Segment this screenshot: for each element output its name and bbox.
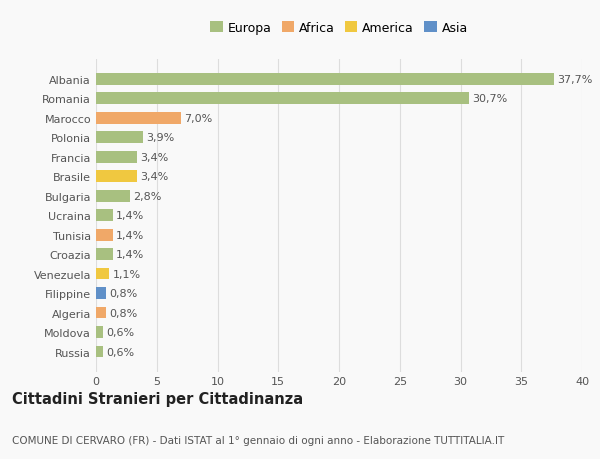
Bar — [96, 113, 181, 124]
Text: 37,7%: 37,7% — [557, 75, 592, 84]
Bar — [96, 210, 113, 222]
Text: Cittadini Stranieri per Cittadinanza: Cittadini Stranieri per Cittadinanza — [12, 391, 303, 406]
Text: 2,8%: 2,8% — [133, 191, 161, 202]
Text: 1,4%: 1,4% — [116, 230, 144, 240]
Text: 0,6%: 0,6% — [106, 327, 134, 337]
Text: 1,1%: 1,1% — [112, 269, 140, 279]
Text: 30,7%: 30,7% — [472, 94, 507, 104]
Text: 3,9%: 3,9% — [146, 133, 175, 143]
Text: 0,6%: 0,6% — [106, 347, 134, 357]
Bar — [96, 190, 130, 202]
Bar — [96, 74, 554, 85]
Bar — [96, 230, 113, 241]
Bar — [96, 249, 113, 260]
Bar — [96, 93, 469, 105]
Text: 1,4%: 1,4% — [116, 211, 144, 221]
Text: 0,8%: 0,8% — [109, 288, 137, 298]
Text: 1,4%: 1,4% — [116, 250, 144, 260]
Bar — [96, 326, 103, 338]
Bar — [96, 268, 109, 280]
Text: 3,4%: 3,4% — [140, 172, 169, 182]
Text: 0,8%: 0,8% — [109, 308, 137, 318]
Text: 3,4%: 3,4% — [140, 152, 169, 162]
Bar — [96, 151, 137, 163]
Bar — [96, 288, 106, 299]
Bar — [96, 132, 143, 144]
Legend: Europa, Africa, America, Asia: Europa, Africa, America, Asia — [208, 19, 470, 37]
Bar — [96, 346, 103, 358]
Text: COMUNE DI CERVARO (FR) - Dati ISTAT al 1° gennaio di ogni anno - Elaborazione TU: COMUNE DI CERVARO (FR) - Dati ISTAT al 1… — [12, 435, 504, 445]
Text: 7,0%: 7,0% — [184, 113, 212, 123]
Bar — [96, 307, 106, 319]
Bar — [96, 171, 137, 183]
